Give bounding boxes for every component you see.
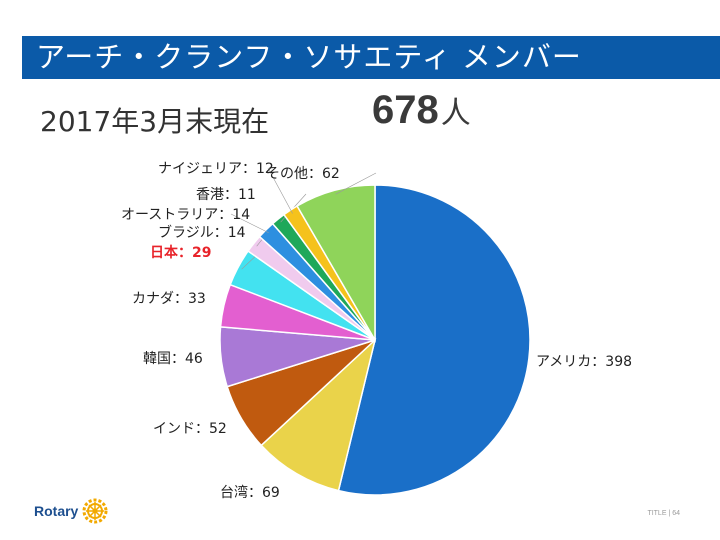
footer-page: TITLE | 64 [647, 510, 680, 517]
slice-label-2: インド：52 [153, 421, 227, 437]
slice-label-5: 日本：29 [150, 244, 211, 261]
total-value: 678 [372, 88, 439, 132]
slice-label-9: ナイジェリア：12 [158, 161, 274, 177]
leader-line-9 [267, 167, 293, 214]
slice-label-10: その他：62 [266, 166, 340, 182]
slice-label-4: カナダ：33 [132, 291, 206, 307]
slice-label-7: オーストラリア：14 [121, 207, 250, 223]
leader-line-10 [335, 172, 377, 195]
rotary-logo: Rotary [34, 498, 108, 524]
date-subtitle: 2017年3月末現在 [40, 105, 270, 138]
total-unit: 人 [440, 96, 471, 131]
slice-label-1: 台湾：69 [220, 484, 280, 501]
page-title: アーチ・クランフ・ソサエティ メンバー [36, 40, 582, 74]
slice-label-6: ブラジル：14 [158, 224, 246, 241]
logo-text: Rotary [34, 503, 79, 519]
slice-label-3: 韓国：46 [143, 351, 203, 367]
pie-slice-1 [260, 337, 377, 492]
pie-slice-10 [296, 184, 376, 343]
slice-label-0: アメリカ：398 [536, 354, 632, 370]
pie-slice-0 [337, 184, 531, 496]
slice-label-8: 香港：11 [196, 187, 256, 203]
total-members: 678人 [372, 88, 471, 133]
rotary-wheel-icon [82, 498, 108, 524]
title-bar: アーチ・クランフ・ソサエティ メンバー [22, 36, 720, 79]
leader-line-7 [230, 213, 269, 234]
